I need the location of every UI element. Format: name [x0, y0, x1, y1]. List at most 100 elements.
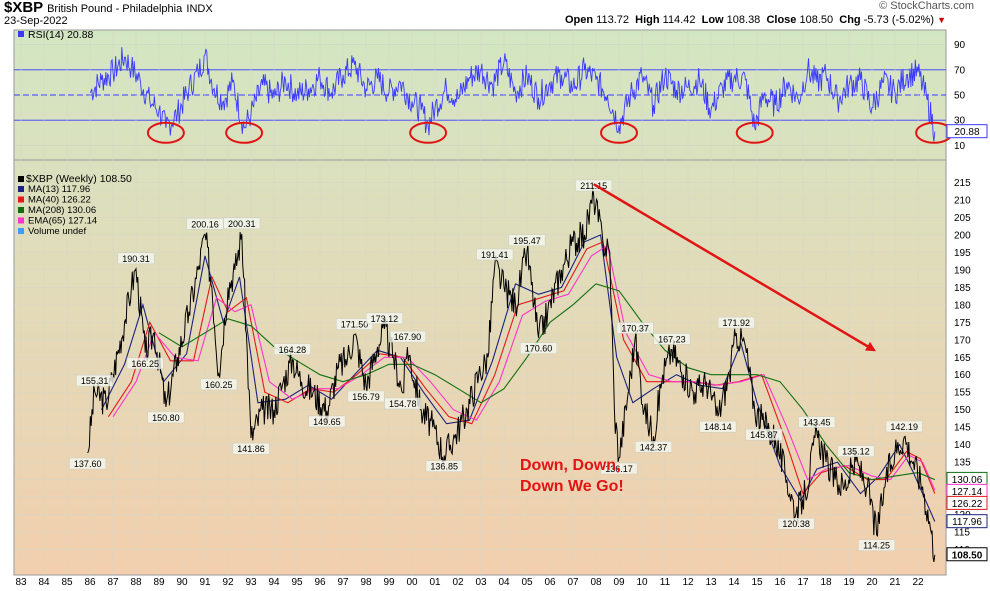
price-tick-label: 190 — [954, 265, 971, 276]
close-value: 108.50 — [799, 14, 834, 26]
x-tick-label: 12 — [682, 577, 694, 588]
point-label-box — [777, 517, 815, 530]
point-label-box — [653, 333, 691, 345]
rsi-value-label: 20.88 — [954, 127, 979, 138]
point-label-box — [147, 411, 185, 424]
point-label: 120.38 — [782, 519, 810, 529]
x-tick-label: 86 — [84, 577, 96, 588]
point-label: 167.90 — [394, 332, 422, 342]
point-label-box — [347, 390, 385, 403]
right-value-box — [946, 495, 988, 510]
x-axis: 83 84 85 86 87 88 89 90 91 92 93 94 95 96 97 98 99 00 01 02… — [15, 577, 924, 588]
x-tick-label: 02 — [452, 577, 464, 588]
symbol-exchange: INDX — [186, 3, 213, 15]
right-value-label: 108.50 — [952, 550, 983, 561]
x-tick-label: 06 — [544, 577, 556, 588]
point-label-box — [717, 316, 755, 329]
point-label-box — [117, 252, 155, 265]
legend-swatch — [18, 228, 24, 234]
chart-date: 23-Sep-2022 — [4, 15, 68, 27]
price-tick-label: 215 — [954, 178, 971, 189]
point-label: 142.19 — [890, 422, 918, 432]
x-tick-label: 99 — [383, 577, 395, 588]
x-tick-label: 98 — [360, 577, 372, 588]
point-label-box — [69, 457, 107, 470]
point-label-box — [837, 445, 875, 457]
point-label-box — [600, 462, 638, 475]
price-tick-label: 165 — [954, 353, 971, 364]
point-label-box — [520, 342, 557, 354]
oversold-circle — [409, 121, 448, 144]
x-tick-label: 00 — [406, 577, 418, 588]
rsi-tick-label: 10 — [954, 141, 966, 152]
point-label: 136.17 — [605, 464, 633, 474]
price-tick-label: 195 — [954, 248, 971, 259]
price-tick-label: 175 — [954, 318, 971, 329]
point-label: 173.12 — [371, 314, 399, 324]
point-label: 191.41 — [481, 250, 509, 260]
point-label-box — [384, 397, 422, 410]
legend-entry: MA(208) 130.06 — [28, 205, 96, 216]
symbol-text: $XBP — [4, 0, 43, 16]
rsi-gridlines — [14, 44, 946, 146]
x-tick-label: 91 — [199, 577, 211, 588]
x-tick-label: 89 — [153, 577, 165, 588]
point-label-box — [232, 442, 270, 455]
x-tick-label: 92 — [222, 577, 234, 588]
legend-swatch — [18, 186, 24, 192]
point-label: 149.65 — [313, 417, 341, 427]
low-value: 108.38 — [726, 14, 761, 26]
x-tick-label: 09 — [613, 577, 625, 588]
watermark: © StockCharts.com — [879, 0, 974, 12]
point-label: 137.60 — [74, 459, 102, 469]
x-tick-label: 14 — [728, 577, 740, 588]
oversold-circle — [225, 121, 264, 144]
ma-line-ema65 — [112, 244, 936, 491]
x-tick-label: 16 — [774, 577, 786, 588]
price-tick-label: 145 — [954, 423, 971, 434]
point-label-box — [76, 374, 114, 387]
quote-bar: Open 113.72 High 114.42 Low 108.38 Close… — [565, 14, 946, 26]
legend-entry: MA(13) 117.96 — [28, 184, 90, 195]
x-tick-label: 15 — [751, 577, 763, 588]
rsi-tick-label: 50 — [954, 91, 966, 102]
down-triangle-icon: ▼ — [937, 15, 946, 25]
point-label: 190.31 — [122, 254, 150, 264]
high-value: 114.42 — [662, 14, 696, 26]
high-label: High — [635, 14, 660, 26]
ma-line-ma40 — [107, 241, 936, 495]
point-label: 141.86 — [237, 444, 265, 454]
x-tick-label: 84 — [38, 577, 50, 588]
x-tick-label: 97 — [337, 577, 349, 588]
x-tick-label: 03 — [475, 577, 487, 588]
price-tick-label: 210 — [954, 195, 971, 206]
price-tick-label: 200 — [954, 230, 971, 241]
legend-entry: Volume undef — [28, 226, 86, 237]
close-label: Close — [766, 14, 797, 26]
annotation-line-1: Down, Down, — [520, 457, 621, 474]
right-value-box — [946, 547, 988, 562]
point-label: 154.78 — [389, 399, 417, 409]
point-label: 156.79 — [352, 392, 380, 402]
x-tick-label: 90 — [176, 577, 188, 588]
x-tick-label: 87 — [107, 577, 119, 588]
point-label: 167.23 — [658, 334, 686, 344]
point-label: 142.37 — [640, 442, 668, 452]
point-label-box — [388, 330, 426, 343]
x-tick-label: 88 — [130, 577, 142, 588]
point-label-box — [858, 539, 896, 551]
trend-arrow-line — [593, 183, 877, 352]
trend-arrow — [593, 183, 877, 352]
rsi-line — [89, 47, 936, 142]
rsi-y-axis: 10 30 50 70 90 — [954, 40, 966, 152]
legends: RSI(14) 20.88 $XBP (Weekly) 108.50MA(13) … — [18, 29, 132, 237]
point-label: 150.80 — [152, 413, 180, 423]
right-value-label: 130.06 — [952, 475, 983, 486]
point-label-box — [476, 248, 514, 261]
price-tick-label: 150 — [954, 405, 971, 416]
x-tick-label: 22 — [912, 577, 924, 588]
oversold-circle — [735, 121, 774, 144]
low-label: Low — [701, 14, 724, 26]
x-tick-label: 01 — [429, 577, 441, 588]
